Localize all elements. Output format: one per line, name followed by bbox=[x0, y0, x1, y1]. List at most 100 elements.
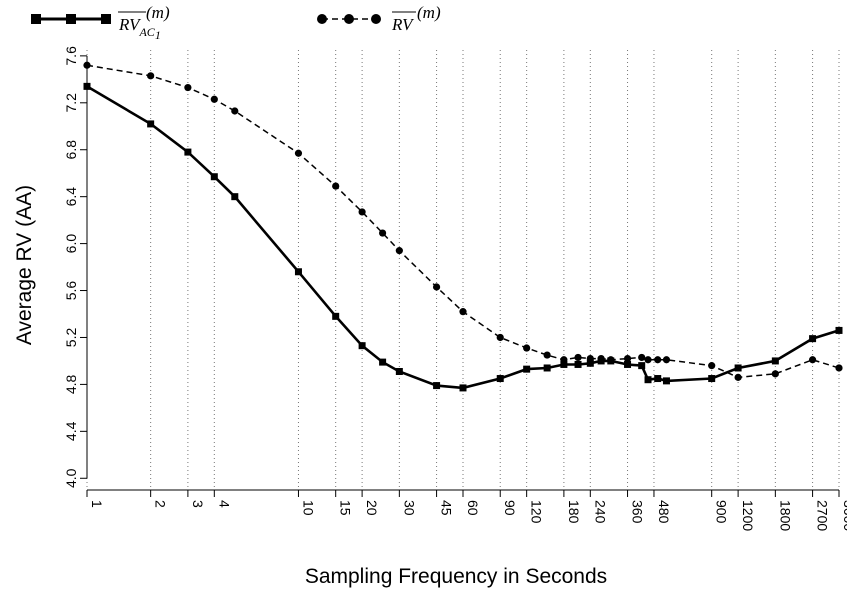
x-tick-label: 900 bbox=[714, 500, 730, 524]
data-point-square bbox=[560, 360, 568, 368]
x-tick-label: 120 bbox=[529, 500, 545, 524]
series-line-rv-ac1 bbox=[86, 85, 840, 390]
x-tick-label: 180 bbox=[566, 500, 582, 524]
data-point-square bbox=[624, 360, 632, 368]
legend: RVAC1 (m) RV (m) bbox=[31, 3, 441, 42]
x-tick-label: 45 bbox=[439, 500, 455, 516]
data-point-square bbox=[654, 375, 662, 383]
data-point-circle bbox=[523, 344, 531, 352]
x-tick-label: 3 bbox=[190, 500, 206, 508]
data-point-circle bbox=[574, 353, 582, 362]
x-tick-label: 30 bbox=[401, 500, 417, 516]
x-tick-label: 4 bbox=[216, 500, 232, 508]
y-tick-label: 4.8 bbox=[63, 374, 79, 394]
data-point-circle bbox=[496, 333, 504, 342]
data-point-square bbox=[662, 377, 670, 385]
x-tick-label: 3600 bbox=[841, 500, 847, 531]
data-point-circle bbox=[771, 370, 779, 378]
legend-label-rv: RV bbox=[391, 15, 415, 34]
vertical-grid-lines bbox=[86, 50, 840, 490]
x-tick-label: 240 bbox=[592, 500, 608, 524]
data-point-square bbox=[210, 173, 218, 181]
data-point-square bbox=[574, 360, 582, 368]
data-point-square bbox=[708, 375, 716, 383]
data-point-circle bbox=[835, 364, 843, 372]
y-tick-label: 6.0 bbox=[63, 234, 79, 254]
axes bbox=[80, 55, 840, 497]
data-point-circle bbox=[358, 208, 366, 216]
data-point-circle bbox=[379, 229, 387, 237]
legend-circle-marker bbox=[317, 14, 327, 24]
data-point-square bbox=[835, 326, 843, 334]
data-point-square bbox=[184, 148, 192, 156]
y-tick-label: 4.0 bbox=[63, 468, 79, 488]
y-tick-label: 6.4 bbox=[63, 187, 79, 207]
y-tick-label: 7.2 bbox=[63, 93, 79, 113]
y-tick-label: 5.6 bbox=[63, 281, 79, 301]
data-point-square bbox=[147, 120, 155, 128]
data-point-square bbox=[332, 312, 340, 320]
legend-square-marker bbox=[101, 14, 111, 24]
data-point-circle bbox=[459, 308, 467, 316]
data-point-square bbox=[379, 358, 387, 366]
data-point-square bbox=[586, 359, 594, 367]
data-point-square bbox=[734, 364, 742, 372]
x-tick-label: 1200 bbox=[740, 500, 756, 531]
data-point-square bbox=[395, 367, 403, 375]
data-point-square bbox=[231, 193, 239, 201]
data-point-square bbox=[523, 365, 531, 373]
data-point-circle bbox=[586, 354, 594, 363]
legend-square-marker bbox=[31, 14, 41, 24]
data-point-circle bbox=[543, 351, 551, 359]
legend-item-rv-ac1: RVAC1 (m) bbox=[31, 3, 170, 42]
data-point-circle bbox=[83, 61, 91, 69]
data-point-circle bbox=[597, 354, 605, 363]
data-point-circle bbox=[708, 362, 716, 370]
legend-sup-rv-ac1: (m) bbox=[146, 3, 170, 22]
x-tick-label: 1 bbox=[89, 500, 105, 508]
data-point-circle bbox=[184, 83, 192, 92]
data-point-circle bbox=[734, 373, 742, 381]
legend-circle-marker bbox=[344, 14, 354, 24]
data-point-square bbox=[459, 384, 467, 392]
data-point-circle bbox=[560, 356, 568, 364]
x-tick-label: 1800 bbox=[777, 500, 793, 531]
legend-label-rv-ac1: RVAC1 bbox=[118, 15, 161, 42]
data-point-circle bbox=[623, 354, 632, 363]
data-point-circle bbox=[607, 356, 615, 364]
data-point-square bbox=[771, 357, 779, 365]
legend-circle-marker bbox=[371, 14, 381, 24]
data-point-square bbox=[644, 376, 652, 384]
data-point-circle bbox=[395, 247, 403, 255]
y-tick-label: 6.8 bbox=[63, 140, 79, 160]
legend-square-marker bbox=[66, 14, 76, 24]
y-tick-label: 7.6 bbox=[63, 46, 79, 66]
x-tick-label: 60 bbox=[465, 500, 481, 516]
data-point-circle bbox=[808, 356, 817, 364]
data-point-circle bbox=[294, 149, 303, 157]
data-point-square bbox=[543, 364, 551, 372]
data-point-square bbox=[638, 362, 646, 370]
legend-sup-rv: (m) bbox=[417, 3, 441, 22]
y-axis-title: Average RV (AA) bbox=[13, 185, 36, 345]
data-point-square bbox=[496, 375, 504, 383]
data-point-circle bbox=[231, 107, 239, 115]
legend-item-rv: RV (m) bbox=[317, 3, 441, 34]
x-tick-label: 2700 bbox=[815, 500, 831, 531]
data-point-circle bbox=[654, 356, 662, 364]
data-point-circle bbox=[644, 356, 652, 364]
data-point-circle bbox=[210, 95, 218, 103]
y-tick-label: 4.4 bbox=[63, 421, 79, 441]
y-tick-label: 5.2 bbox=[63, 328, 79, 348]
data-point-square bbox=[358, 342, 366, 350]
series-line-rv bbox=[86, 64, 840, 379]
x-tick-label: 360 bbox=[630, 500, 646, 524]
data-point-circle bbox=[662, 356, 671, 364]
data-point-square bbox=[294, 268, 302, 276]
data-point-square bbox=[809, 335, 817, 343]
x-tick-label: 10 bbox=[300, 500, 316, 516]
x-tick-label: 480 bbox=[656, 500, 672, 524]
x-tick-label: 20 bbox=[364, 500, 380, 516]
data-point-circle bbox=[147, 72, 155, 80]
